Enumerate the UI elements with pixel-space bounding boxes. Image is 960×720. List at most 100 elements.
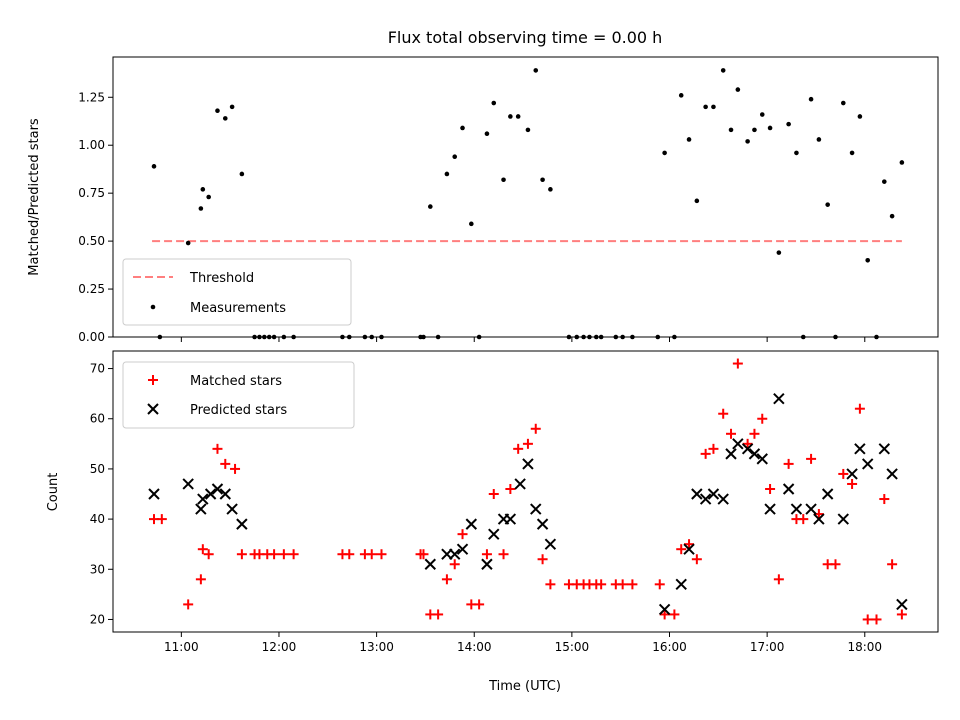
matched-stars-point <box>498 549 509 560</box>
y-tick-label: 70 <box>90 362 105 376</box>
measurement-point <box>200 187 206 192</box>
measurement-point <box>185 240 191 246</box>
measurement-point <box>593 334 599 340</box>
predicted-stars-point <box>514 478 526 490</box>
top-legend-box <box>122 258 352 326</box>
matched-stars-point <box>765 483 776 494</box>
measurement-point <box>735 87 741 92</box>
measurement-point <box>566 334 572 340</box>
predicted-stars-point <box>211 483 224 495</box>
measurement-point <box>694 198 700 204</box>
predicted-stars-point <box>226 503 238 515</box>
predicted-stars-point <box>658 603 671 616</box>
predicted-stars-point <box>748 448 761 460</box>
predicted-stars-point <box>195 503 207 515</box>
measurement-point <box>435 334 441 340</box>
matched-stars-point <box>441 574 452 585</box>
matched-stars-point <box>757 413 768 424</box>
measurement-point <box>266 334 272 340</box>
matched-stars-point <box>773 574 784 585</box>
matched-stars-point <box>862 614 873 625</box>
bottom-panel: Count Time (UTC) 20 30 40 50 60 70 11:00 12:00… <box>46 350 939 694</box>
matched-stars-point <box>197 544 208 555</box>
y-tick-label: 1.00 <box>78 138 105 152</box>
measurement-point <box>428 204 433 209</box>
measurement-point <box>198 206 204 211</box>
y-tick-label: 0.00 <box>78 330 105 344</box>
matched-stars-point <box>433 609 444 620</box>
measurement-point <box>728 127 734 133</box>
matched-stars-point <box>854 403 865 414</box>
predicted-stars-point <box>236 518 248 530</box>
matched-stars-point <box>344 549 355 560</box>
legend-matched-label: Matched stars <box>190 374 282 389</box>
matched-stars-point <box>269 549 280 560</box>
measurement-point <box>540 177 545 183</box>
top-plot-frame <box>112 56 939 338</box>
measurement-point <box>362 334 368 340</box>
measurement-point <box>222 116 228 121</box>
matched-stars-point <box>366 549 377 560</box>
measurement-point <box>833 334 838 340</box>
legend-predicted-swatch <box>147 403 159 415</box>
measurement-point <box>776 250 782 255</box>
top-plot-marks <box>151 68 905 340</box>
measurement-point <box>703 104 708 110</box>
matched-stars-point <box>505 483 516 494</box>
measurement-point <box>889 213 895 219</box>
measurement-point <box>678 93 684 98</box>
predicted-stars-point <box>204 488 217 500</box>
predicted-stars-point <box>886 468 898 480</box>
y-tick-label: 30 <box>90 562 105 576</box>
predicted-stars-point <box>805 503 817 515</box>
top-chart-title: Flux total observing time = 0.00 h <box>388 28 663 47</box>
y-tick-label: 50 <box>90 462 105 476</box>
matched-stars-point <box>627 579 638 590</box>
matched-stars-point <box>195 574 206 585</box>
measurement-point <box>745 139 750 144</box>
matched-stars-point <box>288 549 299 560</box>
predicted-stars-point <box>790 503 803 515</box>
measurement-point <box>620 334 625 340</box>
measurement-point <box>825 202 830 207</box>
predicted-stars-point <box>449 548 461 560</box>
predicted-stars-point <box>717 493 729 505</box>
measurement-point <box>491 100 497 106</box>
y-tick-label: 0.50 <box>78 234 105 248</box>
matched-stars-point <box>513 443 524 454</box>
matched-stars-point <box>887 559 898 570</box>
predicted-stars-point <box>536 518 549 530</box>
matched-stars-point <box>708 443 719 454</box>
measurement-point <box>484 131 490 137</box>
x-tick-label: 11:00 <box>164 640 199 654</box>
measurement-point <box>252 334 257 340</box>
measurement-point <box>767 125 773 131</box>
bottom-legend-box <box>122 361 355 429</box>
matched-stars-point <box>545 579 556 590</box>
measurement-point <box>581 334 586 340</box>
measurement-point <box>151 164 157 169</box>
matched-stars-point <box>236 549 247 560</box>
bottom-plot-marks <box>148 358 908 625</box>
measurement-point <box>574 334 580 340</box>
matched-stars-point <box>617 579 628 590</box>
measurement-point <box>816 137 822 142</box>
legend-threshold-label: Threshold <box>189 271 254 286</box>
predicted-stars-point <box>896 598 908 611</box>
predicted-stars-point <box>732 438 744 450</box>
measurement-point <box>239 171 245 177</box>
bottom-plot-frame <box>112 350 939 633</box>
matched-stars-point <box>847 478 858 489</box>
predicted-stars-point <box>481 558 493 570</box>
predicted-stars-point <box>707 488 720 500</box>
predicted-stars-point <box>456 543 469 555</box>
y-tick-label: 1.25 <box>78 90 105 104</box>
matched-stars-point <box>669 609 680 620</box>
measurement-point <box>291 334 296 340</box>
predicted-stars-point <box>148 488 160 500</box>
matched-stars-point <box>879 494 890 505</box>
matched-stars-point <box>659 609 670 620</box>
measurement-point <box>662 150 667 156</box>
